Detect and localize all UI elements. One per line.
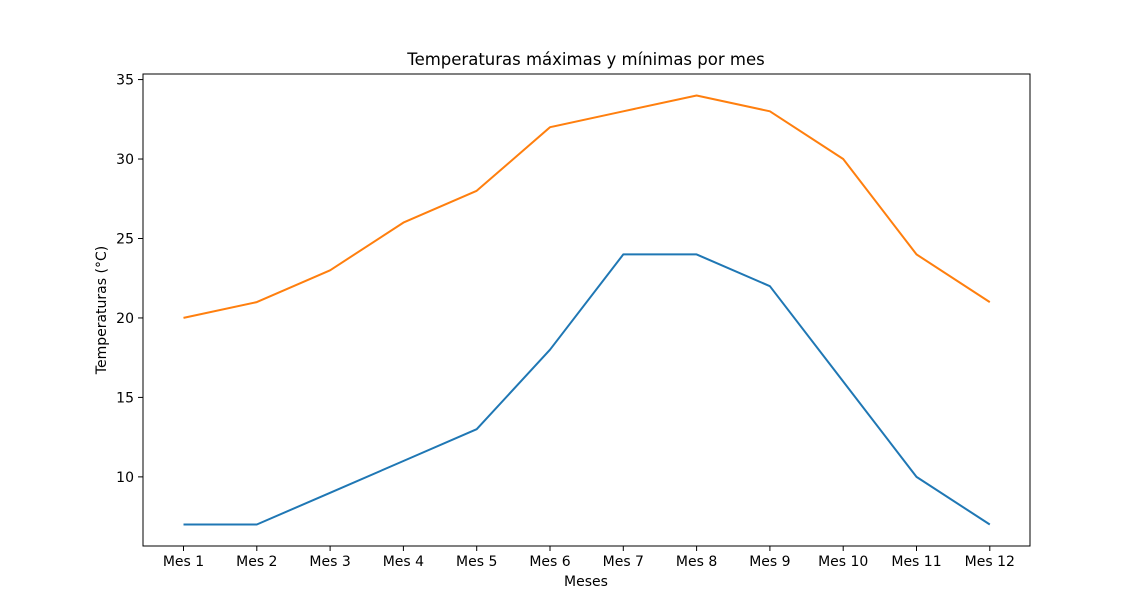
- y-axis-label: Temperaturas (°C): [94, 246, 110, 375]
- y-tick-label: 35: [116, 73, 134, 89]
- y-tick-label: 20: [116, 311, 134, 327]
- series-layer: [183, 94, 991, 526]
- series-line-1: [183, 253, 991, 526]
- chart-title: Temperaturas máximas y mínimas por mes: [406, 50, 764, 69]
- y-tick-label: 10: [116, 470, 134, 486]
- x-tick-label: Mes 10: [818, 554, 868, 570]
- x-tick-label: Mes 4: [383, 554, 424, 570]
- x-tick-label: Mes 12: [965, 554, 1015, 570]
- y-tick-label: 30: [116, 152, 134, 168]
- x-tick-label: Mes 3: [309, 554, 350, 570]
- x-tick-label: Mes 7: [603, 554, 644, 570]
- x-tick-label: Mes 9: [749, 554, 790, 570]
- x-tick-label: Mes 2: [236, 554, 277, 570]
- plot-area: [143, 74, 1030, 546]
- plot-frame: [142, 73, 1031, 547]
- y-tick-label: 15: [116, 390, 134, 406]
- x-tick-label: Mes 8: [676, 554, 717, 570]
- x-tick-label: Mes 6: [529, 554, 570, 570]
- series-line-2: [183, 94, 991, 319]
- x-axis-label: Meses: [564, 574, 608, 590]
- x-tick-label: Mes 1: [163, 554, 204, 570]
- x-tick-label: Mes 11: [891, 554, 941, 570]
- y-tick-label: 25: [116, 231, 134, 247]
- x-ticks: Mes 1 Mes 2 Mes 3 Mes 4 Mes 5 Mes 6 Mes 7 Mes 8…: [163, 546, 1015, 570]
- y-ticks: 10 15 20 25 30 35: [116, 73, 143, 486]
- x-tick-label: Mes 5: [456, 554, 497, 570]
